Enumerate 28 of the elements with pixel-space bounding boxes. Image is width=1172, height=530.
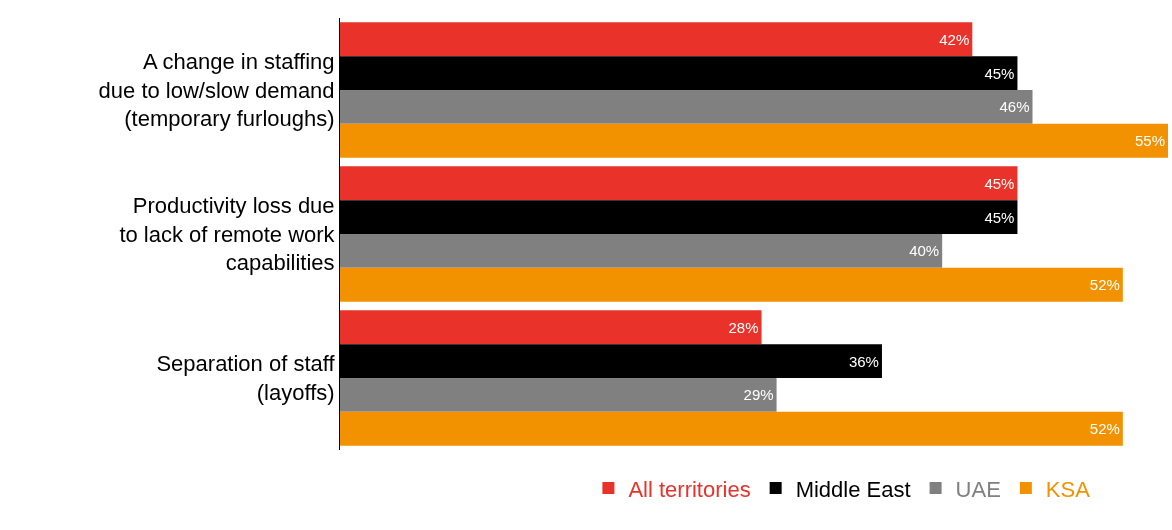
data-label: 40%	[909, 242, 940, 260]
bar	[340, 310, 762, 345]
y-tick-label: A change in staffing due to low/slow demand (temporary furloughs)	[98, 49, 335, 132]
data-label: 46%	[999, 98, 1030, 116]
data-label: 45%	[984, 64, 1015, 82]
data-label: 28%	[728, 318, 759, 336]
bar	[340, 378, 777, 412]
bar	[340, 123, 1168, 158]
bar	[340, 166, 1018, 201]
legend-label: All territories	[628, 476, 751, 502]
y-tick-label: Productivity loss due to lack of remote work capabilities	[119, 193, 336, 276]
data-label: 29%	[743, 386, 774, 404]
data-label: 52%	[1089, 276, 1120, 294]
y-tick-label: Separation of staff (layoffs)	[156, 351, 336, 405]
bar	[340, 267, 1123, 302]
legend-label: KSA	[1045, 476, 1091, 502]
bar	[340, 22, 973, 57]
bar	[340, 411, 1123, 446]
data-label: 45%	[984, 174, 1015, 192]
legend-label: UAE	[955, 476, 1001, 502]
data-label: 52%	[1089, 420, 1120, 438]
bar	[340, 90, 1033, 124]
data-label: 42%	[939, 30, 970, 48]
data-label: 45%	[984, 208, 1015, 226]
data-label: 36%	[848, 352, 879, 370]
legend-label: Middle East	[795, 476, 911, 502]
bar	[340, 234, 943, 268]
data-label: 55%	[1134, 132, 1165, 150]
